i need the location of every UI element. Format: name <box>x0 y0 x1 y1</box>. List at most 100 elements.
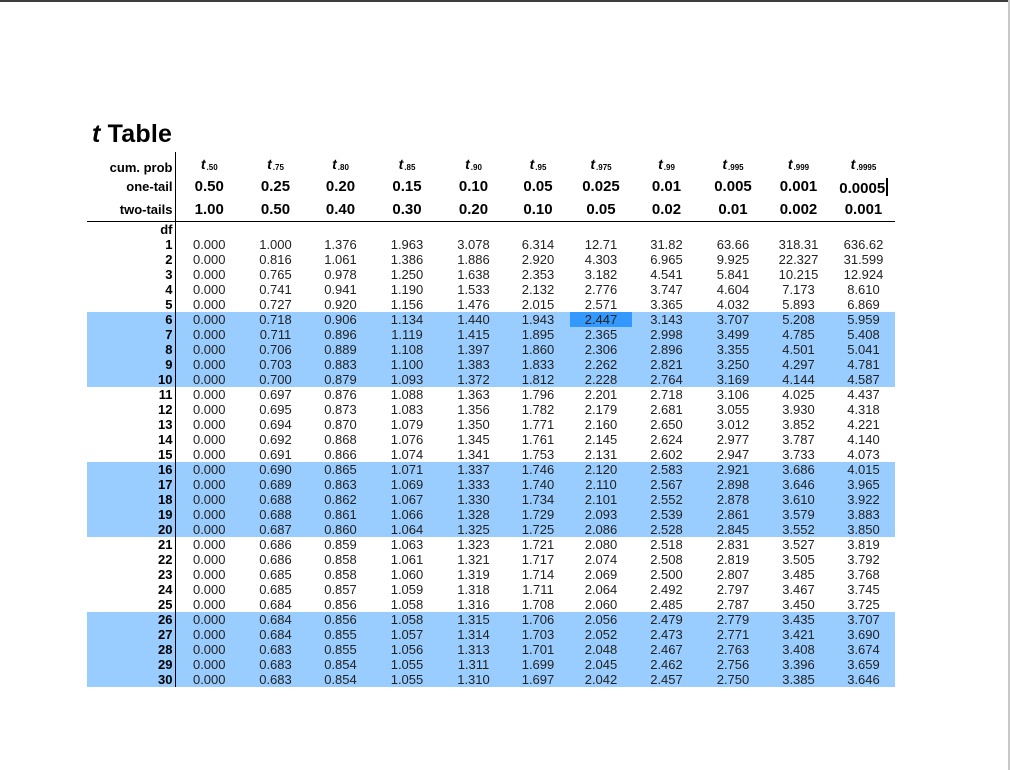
critical-value-cell[interactable]: 1.108 <box>373 342 441 357</box>
critical-value-cell[interactable]: 3.646 <box>832 672 895 687</box>
critical-value-cell[interactable]: 1.440 <box>441 312 506 327</box>
critical-value-cell[interactable]: 2.093 <box>570 507 632 522</box>
critical-value-cell[interactable]: 1.721 <box>521 537 555 552</box>
critical-value-cell[interactable]: 1.943 <box>506 312 570 327</box>
critical-value-cell[interactable]: 1.734 <box>506 492 570 507</box>
critical-value-cell[interactable]: 1.833 <box>506 357 570 372</box>
critical-value-cell[interactable]: 4.140 <box>847 432 880 447</box>
critical-value-cell[interactable]: 0.000 <box>192 597 226 612</box>
critical-value-cell[interactable]: 3.182 <box>584 267 618 282</box>
critical-value-cell[interactable]: 0.000 <box>192 582 226 597</box>
critical-value-cell[interactable]: 0.711 <box>243 327 308 342</box>
critical-value-cell[interactable]: 2.750 <box>701 672 765 687</box>
critical-value-cell[interactable]: 3.078 <box>457 237 490 252</box>
critical-value-cell[interactable]: 0.689 <box>243 477 308 492</box>
critical-value-cell[interactable]: 0.000 <box>175 612 243 627</box>
critical-value-cell[interactable]: 3.055 <box>716 402 750 417</box>
critical-value-cell[interactable]: 1.725 <box>506 522 570 537</box>
critical-value-cell[interactable]: 3.792 <box>847 552 880 567</box>
critical-value-cell[interactable]: 0.978 <box>324 267 357 282</box>
critical-value-cell[interactable]: 3.745 <box>847 582 880 597</box>
critical-value-cell[interactable]: 3.747 <box>650 282 683 297</box>
critical-value-cell[interactable]: 2.457 <box>632 672 701 687</box>
critical-value-cell[interactable]: 0.690 <box>243 462 308 477</box>
critical-value-cell[interactable]: 1.067 <box>373 492 441 507</box>
critical-value-cell[interactable]: 2.845 <box>701 522 765 537</box>
critical-value-cell[interactable]: 1.056 <box>373 642 441 657</box>
critical-value-cell[interactable]: 3.505 <box>782 552 815 567</box>
critical-value-cell[interactable]: 0.862 <box>308 492 373 507</box>
critical-value-cell[interactable]: 2.306 <box>570 342 632 357</box>
critical-value-cell[interactable]: 0.683 <box>243 642 308 657</box>
critical-value-cell[interactable]: 0.866 <box>324 447 357 462</box>
critical-value-cell[interactable]: 2.048 <box>570 642 632 657</box>
critical-value-cell[interactable]: 1.059 <box>390 582 424 597</box>
critical-value-cell[interactable]: 0.684 <box>259 597 292 612</box>
critical-value-cell[interactable]: 1.782 <box>521 402 555 417</box>
critical-value-cell[interactable]: 3.852 <box>782 417 815 432</box>
critical-value-cell[interactable]: 1.318 <box>457 582 490 597</box>
critical-value-cell[interactable]: 0.692 <box>259 432 292 447</box>
critical-value-cell[interactable]: 1.063 <box>390 537 424 552</box>
critical-value-cell[interactable]: 4.144 <box>765 372 832 387</box>
critical-value-cell[interactable]: 1.697 <box>506 672 570 687</box>
critical-value-cell[interactable]: 2.947 <box>716 447 750 462</box>
critical-value-cell[interactable]: 0.873 <box>324 402 357 417</box>
critical-value-cell[interactable]: 6.869 <box>847 297 880 312</box>
critical-value-cell[interactable]: 0.906 <box>308 312 373 327</box>
critical-value-cell[interactable]: 0.000 <box>192 252 226 267</box>
critical-value-cell[interactable]: 2.064 <box>584 582 618 597</box>
critical-value-cell[interactable]: 2.552 <box>632 492 701 507</box>
critical-value-cell[interactable]: 2.365 <box>570 327 632 342</box>
critical-value-cell[interactable]: 0.000 <box>175 327 243 342</box>
critical-value-cell[interactable]: 3.707 <box>701 312 765 327</box>
critical-value-cell[interactable]: 0.000 <box>175 477 243 492</box>
critical-value-cell[interactable]: 1.701 <box>506 642 570 657</box>
critical-value-cell[interactable]: 2.878 <box>701 492 765 507</box>
critical-value-cell[interactable]: 2.650 <box>650 417 683 432</box>
critical-value-cell[interactable]: 1.310 <box>441 672 506 687</box>
critical-value-cell[interactable]: 2.787 <box>716 597 750 612</box>
critical-value-cell[interactable]: 1.753 <box>521 447 555 462</box>
critical-value-cell[interactable]: 1.761 <box>521 432 555 447</box>
critical-value-cell[interactable]: 6.314 <box>521 237 555 252</box>
critical-value-cell[interactable]: 7.173 <box>782 282 815 297</box>
critical-value-cell[interactable]: 2.921 <box>701 462 765 477</box>
critical-value-cell[interactable]: 3.143 <box>632 312 701 327</box>
critical-value-cell[interactable]: 1.088 <box>390 387 424 402</box>
critical-value-cell[interactable]: 63.66 <box>716 237 750 252</box>
critical-value-cell[interactable]: 3.819 <box>847 537 880 552</box>
critical-value-cell[interactable]: 2.132 <box>521 282 555 297</box>
critical-value-cell[interactable]: 2.262 <box>570 357 632 372</box>
critical-value-cell[interactable]: 0.685 <box>259 582 292 597</box>
critical-value-cell[interactable]: 2.528 <box>632 522 701 537</box>
critical-value-cell[interactable]: 1.093 <box>373 372 441 387</box>
critical-value-cell[interactable]: 1.886 <box>457 252 490 267</box>
critical-value-cell[interactable]: 22.327 <box>778 252 819 267</box>
critical-value-cell[interactable]: 1.341 <box>457 447 490 462</box>
critical-value-cell[interactable]: 3.850 <box>832 522 895 537</box>
critical-value-cell[interactable]: 4.025 <box>782 387 815 402</box>
critical-value-cell[interactable]: 3.385 <box>765 672 832 687</box>
critical-value-cell[interactable]: 4.587 <box>832 372 895 387</box>
critical-value-cell[interactable]: 0.685 <box>259 567 292 582</box>
critical-value-cell[interactable]: 0.859 <box>324 537 357 552</box>
critical-value-cell[interactable]: 1.079 <box>390 417 424 432</box>
critical-value-cell[interactable]: 9.925 <box>716 252 750 267</box>
critical-value-cell[interactable]: 3.725 <box>847 597 880 612</box>
critical-value-cell[interactable]: 2.898 <box>701 477 765 492</box>
critical-value-cell[interactable]: 0.868 <box>324 432 357 447</box>
critical-value-cell[interactable]: 0.000 <box>192 552 226 567</box>
critical-value-cell[interactable]: 1.415 <box>441 327 506 342</box>
critical-value-cell[interactable]: 0.000 <box>175 342 243 357</box>
critical-value-cell[interactable]: 0.816 <box>259 252 292 267</box>
critical-value-cell[interactable]: 2.479 <box>632 612 701 627</box>
critical-value-cell[interactable]: 0.765 <box>259 267 292 282</box>
critical-value-cell[interactable]: 1.319 <box>457 567 490 582</box>
critical-value-cell[interactable]: 3.733 <box>782 447 815 462</box>
critical-value-cell[interactable]: 1.076 <box>390 432 424 447</box>
critical-value-cell[interactable]: 5.041 <box>832 342 895 357</box>
critical-value-cell[interactable]: 3.499 <box>701 327 765 342</box>
critical-value-cell[interactable]: 3.169 <box>701 372 765 387</box>
critical-value-cell[interactable]: 0.000 <box>192 267 226 282</box>
